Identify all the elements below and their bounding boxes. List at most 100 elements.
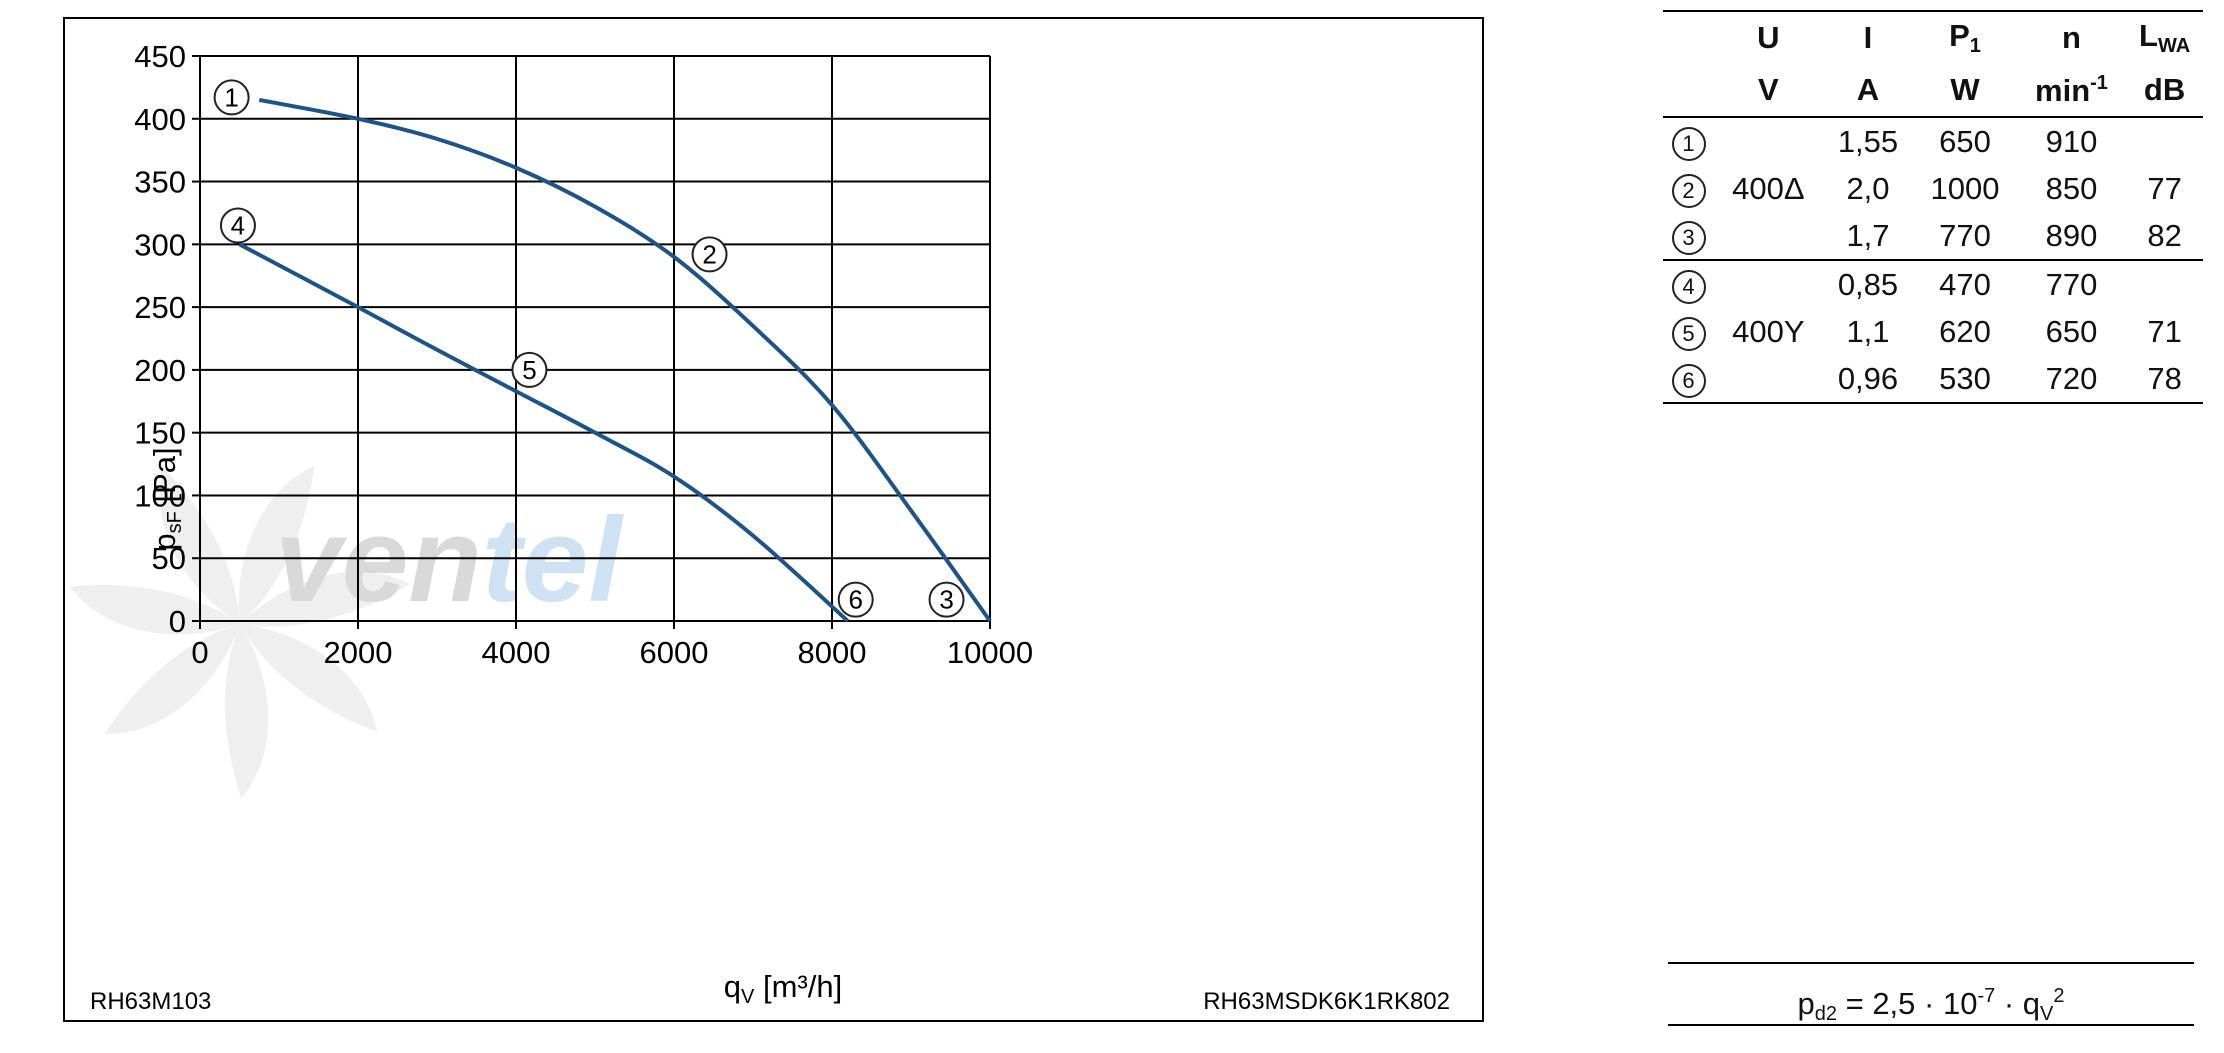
cell-n: 650 bbox=[2045, 313, 2098, 349]
y-tick-label: 450 bbox=[134, 39, 186, 74]
y-tick-label: 200 bbox=[134, 353, 186, 388]
cell-n: 770 bbox=[2045, 266, 2098, 302]
cell-p: 1000 bbox=[1930, 170, 2000, 206]
y-tick-label: 250 bbox=[134, 290, 186, 325]
x-tick-label: 2000 bbox=[324, 635, 393, 670]
col-id bbox=[1663, 11, 1714, 64]
footer-right: RH63MSDK6K1RK802 bbox=[1203, 988, 1450, 1015]
cell-u bbox=[1714, 117, 1823, 165]
x-ticks: 0 2000 4000 6000 8000 10000 bbox=[191, 635, 1033, 670]
cell-l bbox=[2126, 117, 2203, 165]
curve-marker-6: 6 bbox=[837, 581, 874, 618]
table-row: 4 0,85 470 770 bbox=[1663, 260, 2203, 308]
unit-w: W bbox=[1913, 64, 2017, 118]
unit-a: A bbox=[1822, 64, 1914, 118]
cell-i: 0,96 bbox=[1822, 355, 1914, 404]
col-i: I bbox=[1863, 20, 1873, 55]
y-tick-label: 150 bbox=[134, 416, 186, 451]
fan-blade bbox=[240, 624, 378, 732]
curve-marker-1: 1 bbox=[213, 79, 250, 116]
col-n: n bbox=[2062, 20, 2081, 55]
x-tick-label: 10000 bbox=[947, 635, 1033, 670]
table-row: 3 1,7 770 890 82 bbox=[1663, 212, 2203, 261]
row-id-badge: 6 bbox=[1671, 363, 1706, 398]
col-u: U bbox=[1757, 20, 1780, 55]
x-axis-label: qV [m³/h] bbox=[724, 969, 842, 1008]
series-line-2 bbox=[238, 242, 850, 623]
row-id-badge: 4 bbox=[1671, 269, 1706, 304]
row-id-badge: 1 bbox=[1671, 126, 1706, 161]
cell-u bbox=[1714, 260, 1823, 308]
x-tick-label: 6000 bbox=[640, 635, 709, 670]
cell-i: 1,1 bbox=[1846, 313, 1890, 349]
performance-table: U I P1 n LWA V A W min-1 dB 1 1,55 650 910 2… bbox=[1663, 10, 2203, 404]
marker-circle bbox=[511, 351, 548, 388]
table-row: 5 400Y 1,1 620 650 71 bbox=[1663, 308, 2203, 355]
grid bbox=[192, 55, 991, 629]
chart-frame: ventel 0 2000 4000 6000 8000 10000 0 50 100 150 2… bbox=[63, 17, 1484, 1022]
cell-i: 2,0 bbox=[1846, 170, 1890, 206]
y-tick-label: 400 bbox=[134, 102, 186, 137]
cell-p: 620 bbox=[1939, 313, 1991, 349]
watermark: ventel bbox=[69, 465, 624, 799]
x-tick-label: 0 bbox=[191, 635, 208, 670]
cell-n: 890 bbox=[2016, 212, 2127, 261]
cell-p: 770 bbox=[1913, 212, 2017, 261]
y-ticks: 0 50 100 150 200 250 300 350 400 450 bbox=[134, 39, 186, 639]
row-id-badge: 2 bbox=[1671, 173, 1706, 208]
watermark-blue: tel bbox=[482, 493, 625, 627]
cell-u: 400Δ bbox=[1732, 170, 1805, 206]
curve-marker-4: 4 bbox=[219, 207, 256, 244]
table-row: 6 0,96 530 720 78 bbox=[1663, 355, 2203, 404]
unit-min: min-1 bbox=[2016, 64, 2127, 118]
watermark-text: ventel bbox=[275, 493, 624, 627]
x-tick-label: 4000 bbox=[482, 635, 551, 670]
cell-u bbox=[1714, 355, 1823, 404]
cell-p: 650 bbox=[1939, 123, 1991, 159]
col-p: P1 bbox=[1949, 18, 1981, 57]
cell-n: 720 bbox=[2016, 355, 2127, 404]
y-tick-label: 50 bbox=[152, 541, 186, 576]
fan-blade bbox=[69, 585, 240, 635]
cell-i: 0,85 bbox=[1837, 266, 1899, 302]
formula: pd2 = 2,5 · 10-7 · qV2 bbox=[1668, 962, 2194, 1026]
curve-markers: 1 2 3 4 5 6 bbox=[213, 79, 965, 618]
marker-label: 5 bbox=[522, 355, 536, 385]
watermark-grey: ven bbox=[275, 493, 482, 627]
marker-label: 1 bbox=[224, 82, 238, 112]
marker-label: 3 bbox=[939, 585, 953, 615]
marker-label: 6 bbox=[848, 585, 862, 615]
cell-n: 910 bbox=[2045, 123, 2098, 159]
y-axis-label: psF [Pa] bbox=[147, 447, 186, 550]
cell-i: 1,55 bbox=[1837, 123, 1899, 159]
cell-l bbox=[2126, 260, 2203, 308]
cell-p: 530 bbox=[1913, 355, 2017, 404]
curve-marker-2: 2 bbox=[691, 236, 728, 273]
cell-l: 77 bbox=[2147, 170, 2182, 206]
table-header-dim-row: V A W min-1 dB bbox=[1663, 64, 2203, 118]
table-row: 1 1,55 650 910 bbox=[1663, 117, 2203, 165]
marker-circle bbox=[213, 79, 250, 116]
curve-marker-3: 3 bbox=[928, 581, 965, 618]
series-lines bbox=[238, 97, 992, 623]
cell-n: 850 bbox=[2045, 170, 2098, 206]
marker-circle bbox=[219, 207, 256, 244]
x-tick-label: 8000 bbox=[798, 635, 867, 670]
col-l: LWA bbox=[2139, 18, 2191, 57]
footer-left: RH63M103 bbox=[90, 988, 211, 1015]
marker-circle bbox=[691, 236, 728, 273]
y-tick-label: 0 bbox=[169, 604, 186, 639]
unit-db: dB bbox=[2126, 64, 2203, 118]
row-id-badge: 5 bbox=[1671, 316, 1706, 351]
cell-l: 78 bbox=[2126, 355, 2203, 404]
unit-v: V bbox=[1714, 64, 1823, 118]
series-line-1 bbox=[258, 97, 992, 623]
fan-blade bbox=[225, 624, 269, 799]
cell-p: 470 bbox=[1939, 266, 1991, 302]
table-row: 2 400Δ 2,0 1000 850 77 bbox=[1663, 165, 2203, 212]
cell-l: 71 bbox=[2147, 313, 2182, 349]
fan-blade bbox=[238, 465, 315, 624]
marker-circle bbox=[928, 581, 965, 618]
y-tick-label: 350 bbox=[134, 165, 186, 200]
row-id-badge: 3 bbox=[1671, 220, 1706, 255]
